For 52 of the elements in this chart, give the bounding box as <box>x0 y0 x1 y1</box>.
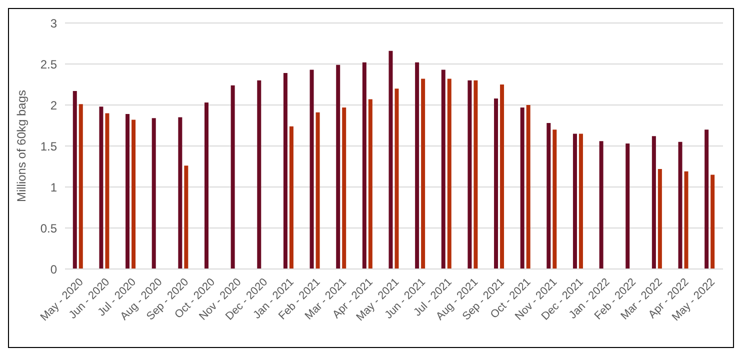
bar <box>468 80 472 269</box>
bar <box>658 168 662 269</box>
bar <box>388 50 393 269</box>
bar <box>99 106 104 269</box>
bar <box>578 134 583 269</box>
bar <box>500 84 504 269</box>
bar <box>678 142 682 269</box>
bar <box>152 118 156 269</box>
bar <box>230 85 235 269</box>
bar <box>336 64 340 269</box>
bar <box>572 134 577 269</box>
bar <box>362 62 366 269</box>
bar <box>626 144 630 269</box>
bar <box>105 113 110 269</box>
bar <box>704 130 709 269</box>
bar <box>289 126 294 269</box>
y-tick-label: 1.5 <box>40 139 58 154</box>
bar <box>394 88 399 269</box>
bar <box>474 80 478 269</box>
bar <box>310 70 314 269</box>
y-tick-label: 2.5 <box>40 57 58 72</box>
bar <box>599 141 604 269</box>
bar <box>283 73 288 269</box>
y-tick-label: 0 <box>50 262 58 276</box>
bar <box>421 78 426 269</box>
bar <box>494 98 498 269</box>
bar <box>342 107 346 269</box>
bar <box>204 102 208 269</box>
bar <box>710 174 715 269</box>
bar <box>257 80 262 269</box>
y-tick-label: 1 <box>50 180 58 194</box>
bar <box>552 130 557 269</box>
bar <box>415 62 420 269</box>
bar <box>178 117 182 269</box>
bar <box>316 112 320 269</box>
bar <box>684 171 688 269</box>
bar <box>126 114 130 269</box>
bar <box>652 136 656 269</box>
y-axis-title: Millions of 60kg bags <box>14 90 28 202</box>
y-tick-label: 3 <box>50 16 58 30</box>
bar <box>368 99 372 269</box>
bar <box>546 123 551 269</box>
bar <box>441 70 446 269</box>
bar <box>72 91 77 269</box>
bar <box>526 105 530 269</box>
y-tick-label: 0.5 <box>40 221 58 236</box>
bar <box>447 78 452 269</box>
bar <box>78 104 83 269</box>
bar <box>132 120 136 269</box>
y-tick-label: 2 <box>50 98 58 112</box>
bar <box>520 107 524 269</box>
bar <box>184 166 188 269</box>
